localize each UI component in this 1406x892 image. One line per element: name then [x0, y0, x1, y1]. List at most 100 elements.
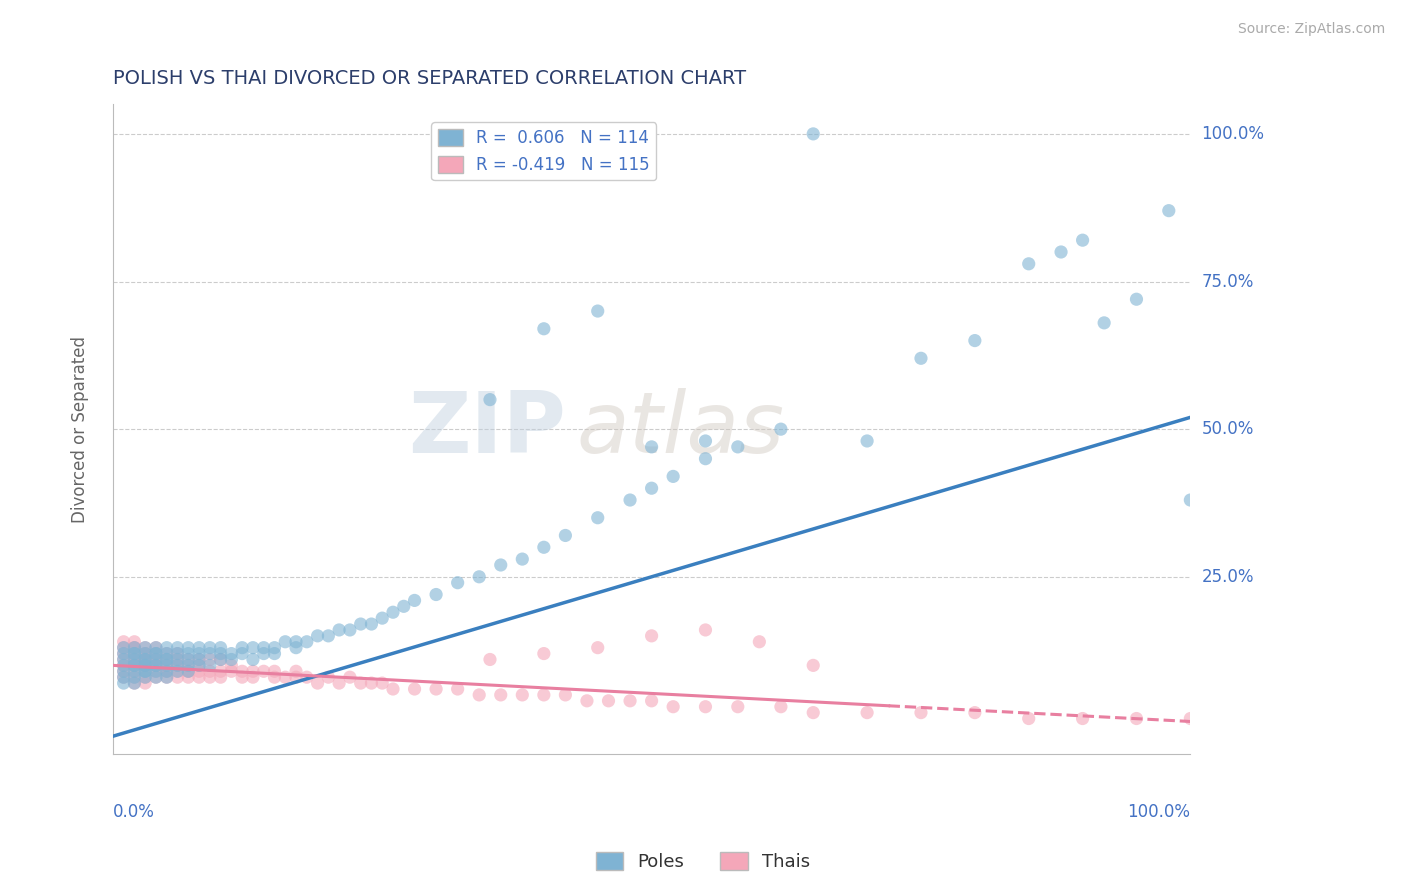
Point: [188, 647, 211, 661]
Point: [145, 670, 167, 684]
Point: [404, 681, 426, 696]
Text: 50.0%: 50.0%: [1202, 420, 1254, 438]
Point: [177, 665, 200, 679]
Point: [231, 670, 253, 684]
Point: [112, 658, 135, 673]
Point: [188, 658, 211, 673]
Point: [198, 652, 221, 666]
Point: [134, 665, 156, 679]
Point: [145, 652, 167, 666]
Point: [554, 528, 576, 542]
Point: [134, 665, 156, 679]
Point: [695, 434, 717, 448]
Point: [112, 634, 135, 648]
Point: [727, 440, 749, 454]
Point: [221, 647, 243, 661]
Point: [112, 665, 135, 679]
Point: [134, 640, 156, 655]
Point: [188, 665, 211, 679]
Point: [188, 640, 211, 655]
Point: [425, 587, 447, 601]
Point: [124, 658, 146, 673]
Point: [1180, 493, 1202, 508]
Point: [177, 658, 200, 673]
Point: [209, 640, 232, 655]
Point: [166, 640, 188, 655]
Text: ZIP: ZIP: [408, 388, 565, 471]
Point: [177, 665, 200, 679]
Point: [177, 658, 200, 673]
Point: [166, 647, 188, 661]
Point: [134, 647, 156, 661]
Point: [209, 647, 232, 661]
Point: [124, 665, 146, 679]
Point: [307, 676, 329, 690]
Point: [231, 640, 253, 655]
Point: [134, 658, 156, 673]
Point: [145, 665, 167, 679]
Point: [619, 694, 641, 708]
Point: [510, 552, 533, 566]
Point: [640, 440, 662, 454]
Point: [963, 706, 986, 720]
Point: [124, 647, 146, 661]
Point: [156, 647, 179, 661]
Point: [134, 658, 156, 673]
Point: [156, 658, 179, 673]
Point: [242, 652, 264, 666]
Point: [134, 652, 156, 666]
Point: [166, 665, 188, 679]
Point: [242, 640, 264, 655]
Point: [221, 658, 243, 673]
Text: 25.0%: 25.0%: [1202, 568, 1254, 586]
Point: [489, 688, 512, 702]
Point: [156, 665, 179, 679]
Point: [285, 634, 308, 648]
Point: [1125, 292, 1147, 306]
Point: [1125, 712, 1147, 726]
Point: [134, 652, 156, 666]
Point: [198, 647, 221, 661]
Text: 100.0%: 100.0%: [1128, 803, 1191, 821]
Point: [640, 629, 662, 643]
Point: [801, 658, 824, 673]
Point: [221, 665, 243, 679]
Point: [177, 647, 200, 661]
Point: [134, 665, 156, 679]
Point: [156, 652, 179, 666]
Point: [156, 647, 179, 661]
Point: [134, 676, 156, 690]
Point: [510, 688, 533, 702]
Point: [145, 658, 167, 673]
Point: [586, 304, 609, 318]
Text: 100.0%: 100.0%: [1202, 125, 1264, 143]
Point: [382, 681, 405, 696]
Point: [134, 658, 156, 673]
Point: [468, 688, 491, 702]
Point: [145, 647, 167, 661]
Point: [209, 670, 232, 684]
Point: [166, 670, 188, 684]
Point: [188, 652, 211, 666]
Point: [801, 127, 824, 141]
Point: [177, 652, 200, 666]
Point: [727, 699, 749, 714]
Point: [910, 706, 932, 720]
Point: [145, 647, 167, 661]
Point: [221, 652, 243, 666]
Point: [124, 634, 146, 648]
Point: [350, 617, 373, 632]
Point: [339, 623, 361, 637]
Point: [156, 658, 179, 673]
Point: [318, 629, 340, 643]
Point: [468, 570, 491, 584]
Point: [124, 670, 146, 684]
Point: [489, 558, 512, 572]
Point: [156, 665, 179, 679]
Point: [188, 670, 211, 684]
Point: [166, 652, 188, 666]
Point: [371, 676, 394, 690]
Point: [124, 640, 146, 655]
Point: [285, 640, 308, 655]
Point: [166, 647, 188, 661]
